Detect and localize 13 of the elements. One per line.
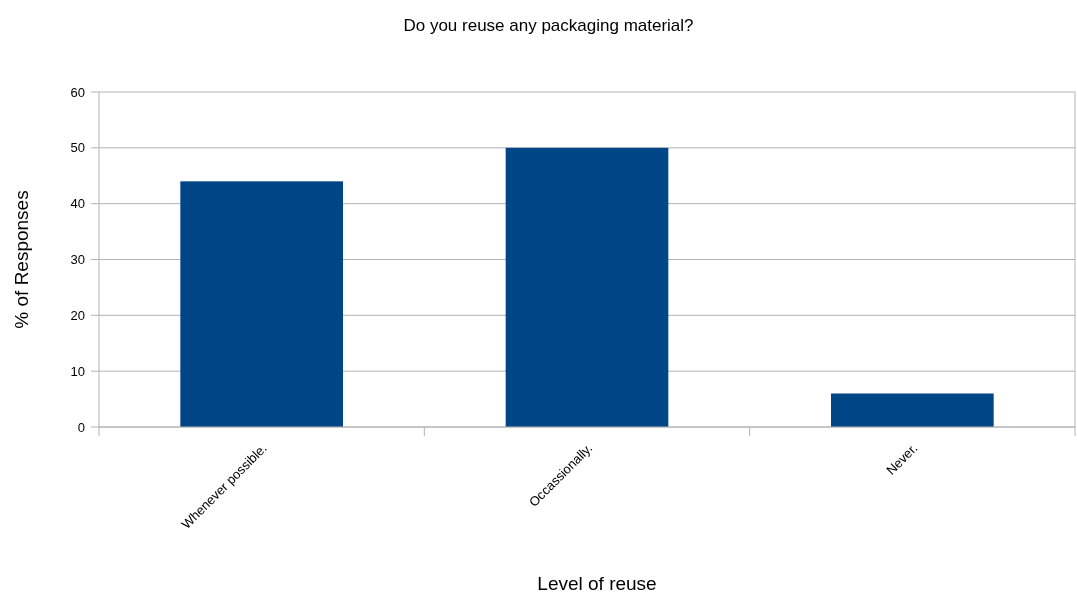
bar <box>831 393 994 427</box>
x-axis-title: Level of reuse <box>537 573 657 594</box>
y-tick-label: 60 <box>70 84 85 100</box>
y-tick-label: 40 <box>70 196 85 212</box>
y-tick-label: 30 <box>70 252 85 268</box>
y-tick-label: 50 <box>70 140 85 156</box>
bar <box>505 147 669 427</box>
y-tick-label: 0 <box>77 419 85 435</box>
bar <box>180 181 343 427</box>
y-axis-title: % of Responses <box>11 190 32 329</box>
chart-title: Do you reuse any packaging material? <box>403 16 694 35</box>
y-tick-label: 10 <box>70 363 85 379</box>
y-tick-label: 20 <box>70 307 85 323</box>
